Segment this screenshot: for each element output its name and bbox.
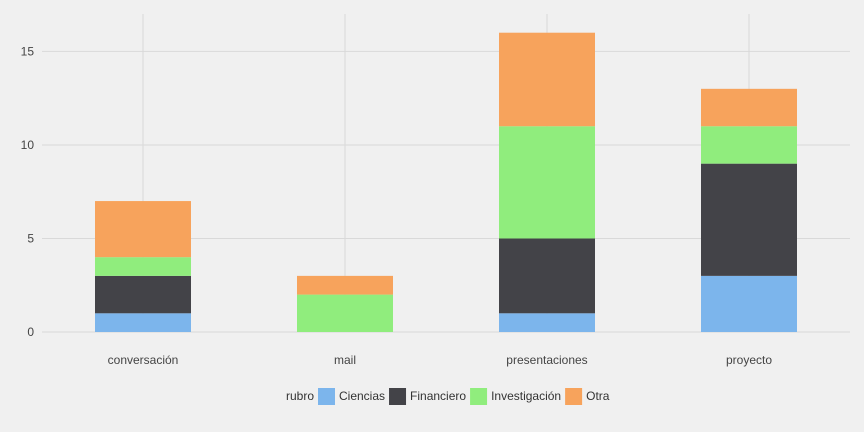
- bar-segment: [297, 294, 393, 332]
- legend-swatch: [470, 388, 488, 405]
- legend-swatch: [565, 388, 583, 405]
- y-tick-label: 15: [21, 44, 35, 58]
- legend-swatch: [389, 388, 407, 405]
- bar-segment: [701, 126, 797, 164]
- x-tick-label: proyecto: [726, 353, 772, 367]
- axis-layer: 0 5 10 15 conversación mail presentaciones proy…: [21, 44, 773, 367]
- y-tick-label: 5: [27, 231, 34, 245]
- x-tick-label: conversación: [108, 353, 179, 367]
- bar-segment: [701, 275, 797, 332]
- bar-segment: [95, 257, 191, 276]
- bar-segment: [95, 275, 191, 314]
- y-tick-label: 0: [27, 325, 34, 339]
- bars-layer: [95, 32, 797, 332]
- bar-segment: [499, 313, 595, 332]
- bar-segment: [95, 313, 191, 332]
- legend-label: Investigación: [491, 389, 561, 403]
- bar-segment: [95, 201, 191, 258]
- bar-segment: [701, 88, 797, 127]
- legend: rubro Ciencias Financiero Investigación Otr…: [286, 388, 610, 405]
- bar-segment: [701, 163, 797, 276]
- bar-segment: [297, 275, 393, 295]
- legend-swatch: [318, 388, 335, 405]
- x-tick-label: mail: [334, 353, 356, 367]
- legend-label: Ciencias: [339, 389, 385, 403]
- y-tick-label: 10: [21, 138, 35, 152]
- legend-label: Financiero: [410, 389, 466, 403]
- bar-segment: [499, 238, 595, 314]
- legend-title: rubro: [286, 389, 314, 403]
- legend-label: Otra: [586, 389, 610, 403]
- bar-segment: [499, 32, 595, 127]
- x-tick-label: presentaciones: [506, 353, 587, 367]
- bar-segment: [499, 126, 595, 239]
